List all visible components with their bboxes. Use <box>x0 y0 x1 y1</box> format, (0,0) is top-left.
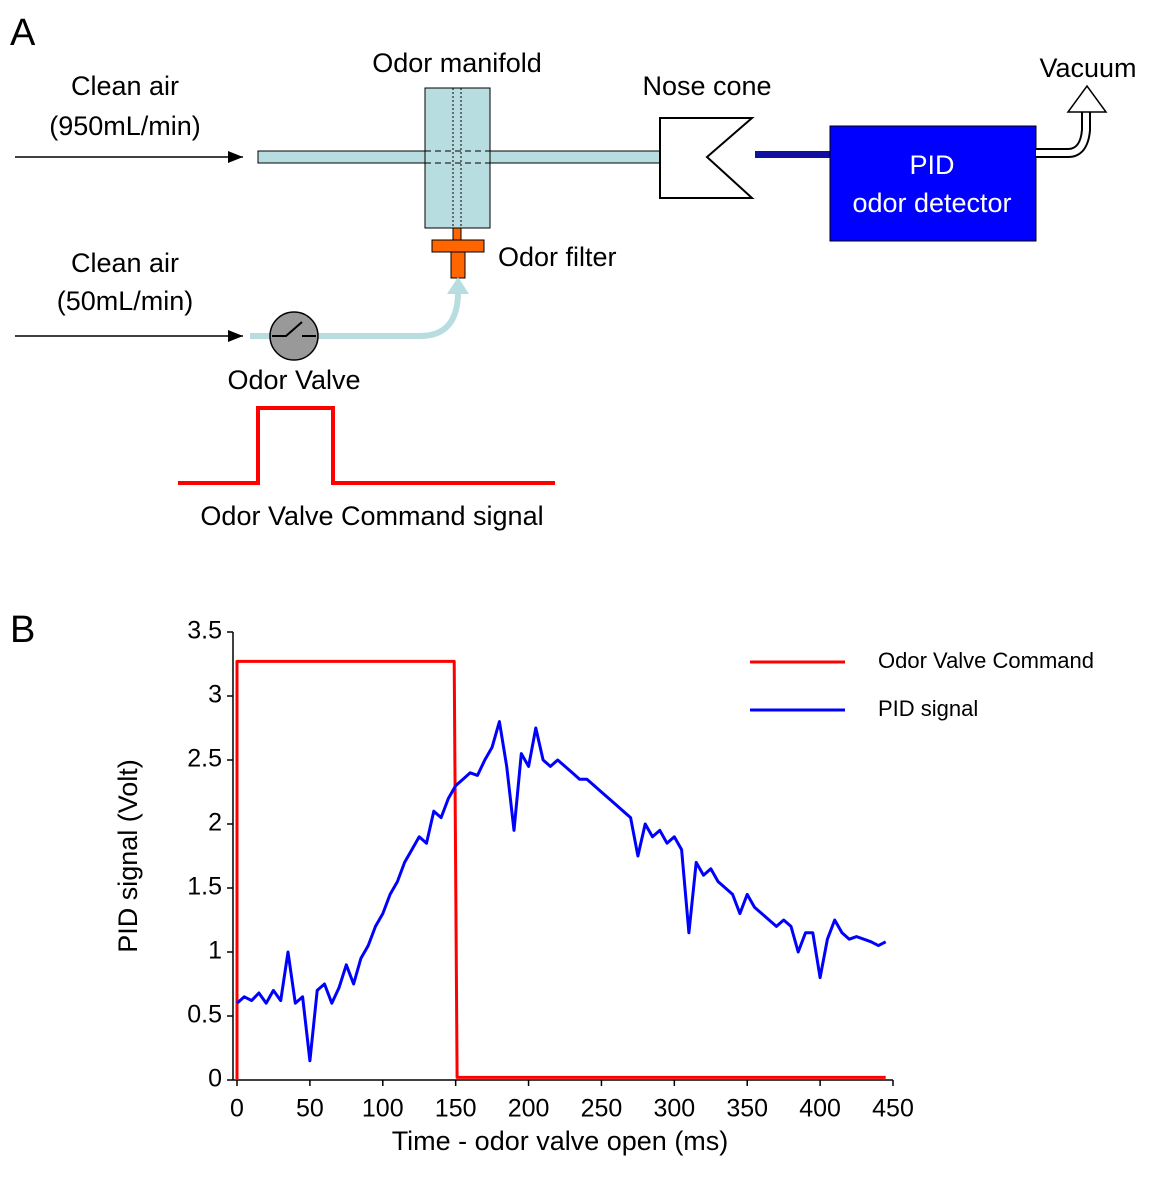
label: Odor manifold <box>372 48 542 78</box>
series-line <box>236 720 887 1063</box>
tube <box>250 291 461 339</box>
y-tick-label: 0.5 <box>187 1001 222 1029</box>
label: Clean air <box>71 71 179 101</box>
label: Odor filter <box>498 242 617 272</box>
label: (50mL/min) <box>57 286 194 316</box>
manifold <box>424 87 491 229</box>
valve <box>269 311 319 361</box>
x-tick-label: 450 <box>872 1095 914 1123</box>
connector <box>755 151 830 158</box>
label: Nose cone <box>642 71 771 101</box>
y-tick-label: 1 <box>208 937 222 965</box>
label: PID <box>909 150 954 180</box>
y-tick-label: 2.5 <box>187 745 222 773</box>
tube-arrow <box>447 277 469 294</box>
y-tick-label: 0 <box>208 1065 222 1093</box>
valve-switch <box>272 321 316 337</box>
x-tick-label: 0 <box>230 1095 244 1123</box>
label: Vacuum <box>1039 53 1136 83</box>
x-tick-label: 150 <box>435 1095 477 1123</box>
label: Clean air <box>71 248 179 278</box>
nose-cone <box>659 117 755 199</box>
x-tick-label: 250 <box>581 1095 623 1123</box>
panel-label: A <box>10 12 36 54</box>
label: odor detector <box>852 188 1011 218</box>
legend-label: Odor Valve Command <box>878 648 1094 673</box>
y-tick-label: 1.5 <box>187 873 222 901</box>
label: Odor Valve Command signal <box>200 501 543 531</box>
x-tick-label: 300 <box>653 1095 695 1123</box>
legend-label: PID signal <box>878 696 978 721</box>
y-tick-label: 3 <box>208 681 222 709</box>
filter <box>431 239 485 253</box>
y-tick-label: 3.5 <box>187 617 222 645</box>
filter <box>450 251 466 279</box>
series-line <box>235 659 886 1080</box>
y-axis-label: PID signal (Volt) <box>113 759 143 953</box>
vacuum-arrow <box>1036 108 1089 156</box>
x-tick-label: 200 <box>508 1095 550 1123</box>
x-tick-label: 350 <box>726 1095 768 1123</box>
y-tick-label: 2 <box>208 809 222 837</box>
filter <box>452 227 462 241</box>
label: (950mL/min) <box>49 111 201 141</box>
vacuum-arrow <box>1066 84 1108 113</box>
x-tick-label: 50 <box>296 1095 324 1123</box>
panel-label: B <box>10 609 35 651</box>
label: Odor Valve <box>227 365 360 395</box>
x-tick-label: 400 <box>799 1095 841 1123</box>
detector <box>829 125 1037 242</box>
x-axis-label: Time - odor valve open (ms) <box>392 1126 729 1156</box>
x-tick-label: 100 <box>362 1095 404 1123</box>
command-pulse <box>178 406 555 485</box>
